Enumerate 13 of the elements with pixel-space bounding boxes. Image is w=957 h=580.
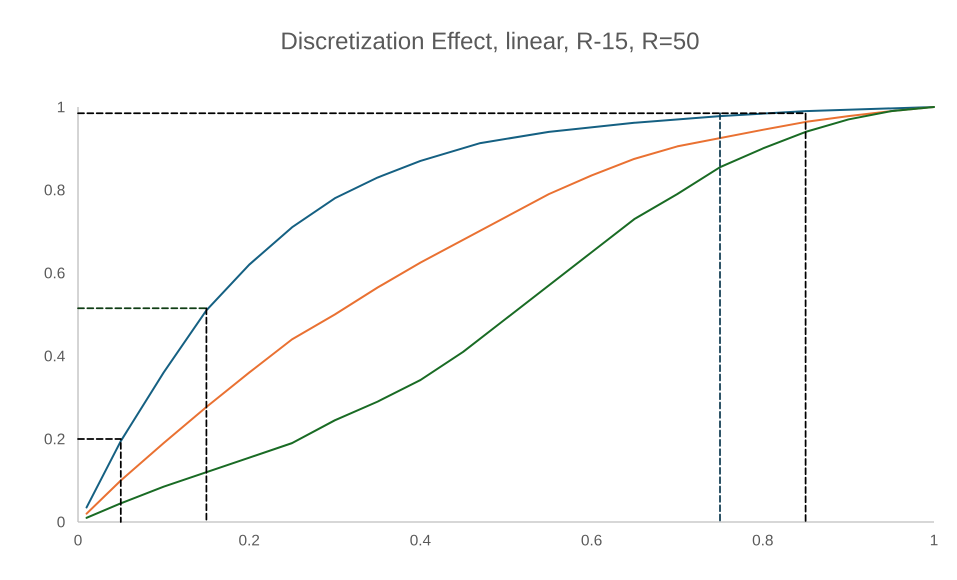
x-tick-label: 0.6 xyxy=(582,534,602,546)
y-tick-label: 0.2 xyxy=(44,434,65,444)
y-tick-label: 0.6 xyxy=(44,268,65,278)
chart-title: Discretization Effect, linear, R-15, R=50 xyxy=(282,32,699,52)
x-tick-label: 0 xyxy=(74,534,82,546)
y-tick-label: 0 xyxy=(57,516,65,528)
x-tick-label: 0.8 xyxy=(752,534,773,546)
y-tick-label: 0.4 xyxy=(44,350,65,362)
x-tick-label: 0.2 xyxy=(239,534,260,546)
y-tick-label: 1 xyxy=(58,102,65,112)
x-tick-label: 1 xyxy=(930,534,938,546)
y-tick-label: 0.8 xyxy=(44,184,65,196)
x-tick-label: 0.4 xyxy=(410,534,431,546)
